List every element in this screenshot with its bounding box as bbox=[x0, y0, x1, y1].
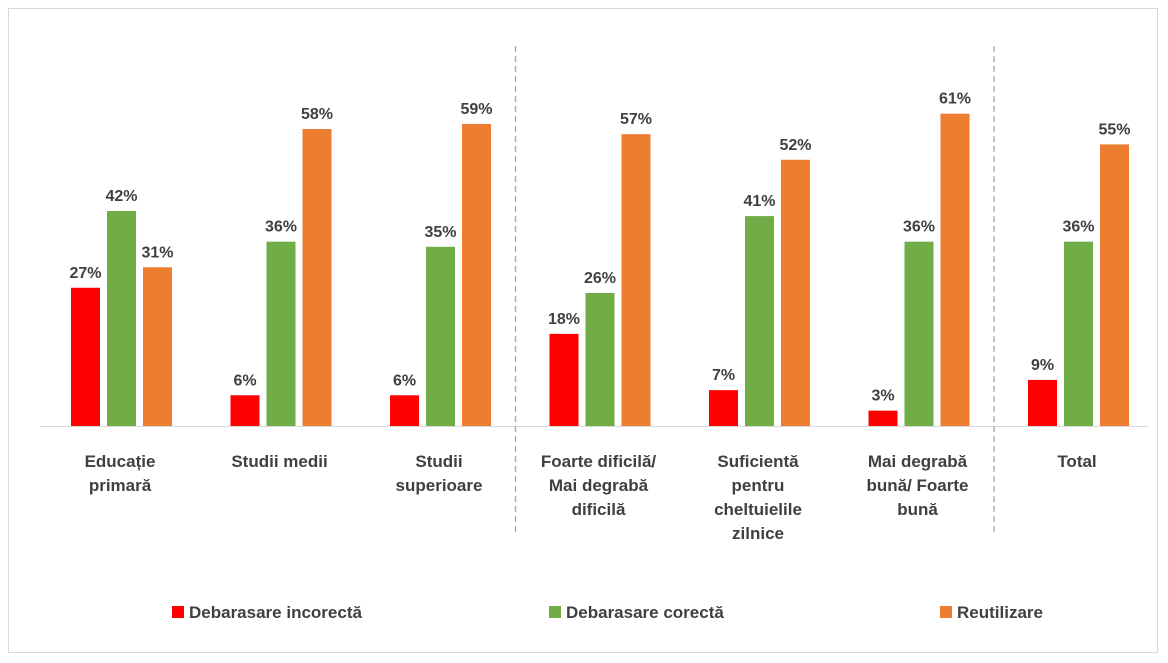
legend-label-2: Debarasare corectă bbox=[566, 603, 724, 622]
category-label-7-line-1: Total bbox=[1057, 452, 1096, 471]
bar-3-7 bbox=[1100, 144, 1129, 426]
bar-1-3 bbox=[390, 395, 419, 426]
bar-2-1 bbox=[107, 210, 136, 426]
bar-2-3 bbox=[426, 246, 455, 426]
category-label-6-line-1: Mai degrabă bbox=[868, 452, 968, 471]
data-label-3-3: 59% bbox=[460, 101, 492, 118]
legend-label-1: Debarasare incorectă bbox=[189, 603, 362, 622]
category-label-5-line-2: pentru bbox=[732, 476, 785, 495]
bar-3-5 bbox=[781, 159, 810, 426]
data-label-2-3: 35% bbox=[424, 224, 456, 241]
category-label-3-line-2: superioare bbox=[396, 476, 483, 495]
bar-2-7 bbox=[1064, 241, 1093, 426]
category-label-5-line-1: Suficientă bbox=[717, 452, 799, 471]
category-label-1-line-1: Educație bbox=[85, 452, 156, 471]
bar-2-4 bbox=[585, 292, 615, 426]
data-label-1-5: 7% bbox=[712, 367, 735, 384]
bar-1-4 bbox=[549, 333, 579, 426]
legend-swatch-1 bbox=[172, 606, 184, 618]
data-label-3-7: 55% bbox=[1098, 121, 1130, 138]
data-label-1-1: 27% bbox=[69, 265, 101, 282]
data-label-3-4: 57% bbox=[620, 111, 652, 128]
data-label-1-2: 6% bbox=[233, 372, 256, 389]
data-label-2-2: 36% bbox=[265, 219, 297, 236]
category-label-4-line-2: Mai degrabă bbox=[549, 476, 649, 495]
category-label-1-line-2: primară bbox=[89, 476, 152, 495]
data-label-2-4: 26% bbox=[584, 270, 616, 287]
bar-3-4 bbox=[621, 134, 651, 426]
bar-2-2 bbox=[266, 241, 296, 426]
category-label-4-line-1: Foarte dificilă/ bbox=[541, 452, 657, 471]
data-label-2-6: 36% bbox=[903, 219, 935, 236]
chart-frame bbox=[8, 8, 1158, 653]
bar-1-1 bbox=[71, 287, 100, 426]
category-label-6-line-3: bună bbox=[897, 500, 938, 519]
legend-swatch-3 bbox=[940, 606, 952, 618]
category-label-4-line-3: dificilă bbox=[572, 500, 626, 519]
category-label-5-line-3: cheltuielile bbox=[714, 500, 802, 519]
category-label-6-line-2: bună/ Foarte bbox=[866, 476, 968, 495]
data-label-1-7: 9% bbox=[1031, 357, 1054, 374]
data-label-3-1: 31% bbox=[141, 244, 173, 261]
data-label-3-5: 52% bbox=[779, 137, 811, 154]
data-label-1-6: 3% bbox=[871, 388, 894, 405]
data-label-3-6: 61% bbox=[939, 91, 971, 108]
legend-swatch-2 bbox=[549, 606, 561, 618]
data-label-2-5: 41% bbox=[743, 193, 775, 210]
bar-3-2 bbox=[302, 129, 332, 427]
data-label-2-1: 42% bbox=[105, 188, 137, 205]
bar-2-5 bbox=[745, 216, 774, 426]
data-label-3-2: 58% bbox=[301, 106, 333, 123]
data-label-2-7: 36% bbox=[1062, 219, 1094, 236]
bar-3-1 bbox=[143, 267, 172, 426]
category-label-5-line-4: zilnice bbox=[732, 524, 784, 543]
bar-2-6 bbox=[904, 241, 934, 426]
bar-3-6 bbox=[940, 113, 970, 427]
data-label-1-4: 18% bbox=[548, 311, 580, 328]
category-label-2-line-1: Studii medii bbox=[231, 452, 327, 471]
category-label-3-line-1: Studii bbox=[415, 452, 462, 471]
data-label-1-3: 6% bbox=[393, 372, 416, 389]
bar-1-7 bbox=[1028, 379, 1057, 426]
bar-1-5 bbox=[709, 390, 738, 426]
bar-1-6 bbox=[868, 410, 898, 426]
bar-3-3 bbox=[462, 123, 491, 427]
bar-1-2 bbox=[230, 395, 260, 426]
legend-label-3: Reutilizare bbox=[957, 603, 1043, 622]
